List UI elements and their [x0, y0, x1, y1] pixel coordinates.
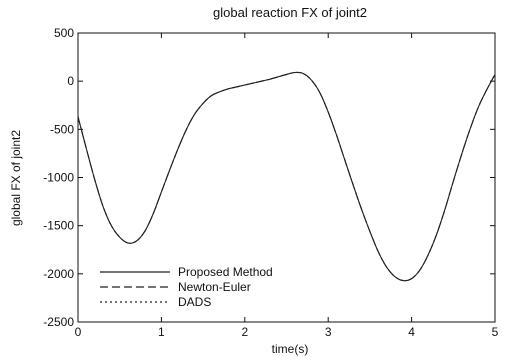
y-tick-label: -2500 [43, 315, 74, 329]
y-tick-label: -2000 [43, 267, 74, 281]
y-axis-label: global FX of joint2 [9, 130, 23, 226]
x-tick-label: 4 [408, 325, 415, 339]
y-tick-label: -1000 [43, 171, 74, 185]
plot-area-frame [77, 32, 496, 323]
legend: Proposed Method Newton-Euler DADS [100, 265, 273, 309]
legend-label-dads: DADS [178, 295, 211, 309]
axis-ticks: 0 1 2 3 4 5 500 0 -500 -1000 -1500 -2000 -2500 [43, 26, 498, 339]
y-tick-label: -1500 [43, 219, 74, 233]
chart-title: global reaction FX of joint2 [213, 5, 367, 20]
legend-label-newton-euler: Newton-Euler [178, 280, 251, 294]
x-tick-label: 3 [325, 325, 332, 339]
y-tick-label: 500 [54, 26, 74, 40]
y-tick-label: -500 [50, 122, 74, 136]
legend-label-proposed-method: Proposed Method [178, 265, 273, 279]
x-tick-label: 2 [241, 325, 248, 339]
series-line-dads [77, 71, 496, 282]
x-tick-label: 5 [492, 325, 499, 339]
x-tick-label: 1 [158, 325, 165, 339]
x-tick-label: 0 [75, 325, 82, 339]
y-tick-label: 0 [67, 74, 74, 88]
x-axis-label: time(s) [272, 342, 309, 356]
series-layer [77, 71, 496, 282]
